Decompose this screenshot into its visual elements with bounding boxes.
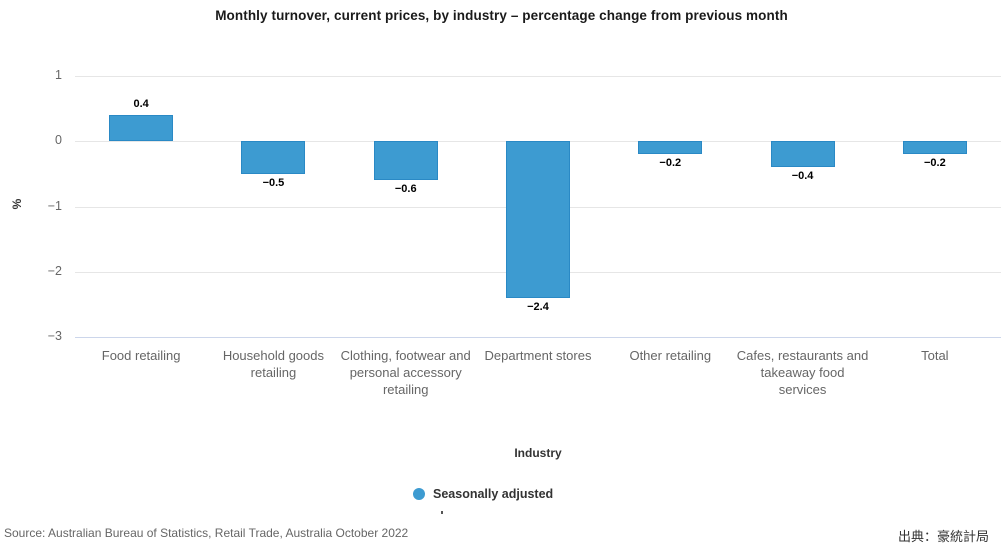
x-category-label: Department stores — [484, 348, 592, 363]
attribution-text: 出典：豪統計局 — [897, 529, 989, 544]
plot-area: 0.4 −0.5 −0.6 −2.4 −0.2 −0.4 −0.2 — [75, 76, 1001, 338]
y-tick-label: 0 — [55, 133, 62, 148]
bar-household-goods-retailing[interactable] — [241, 141, 306, 174]
bar-value-label: −0.2 — [923, 157, 946, 170]
bar-value-label: −2.4 — [527, 300, 549, 313]
bar-value-label: −0.5 — [262, 176, 285, 189]
bar-total[interactable] — [902, 141, 967, 155]
legend-marker-icon — [413, 488, 425, 500]
y-tick-label: −2 — [47, 263, 62, 278]
bar-value-label: −0.2 — [659, 157, 682, 170]
y-tick-label: 1 — [55, 68, 62, 82]
legend-caret-dot — [441, 511, 443, 514]
y-tick-label: −3 — [47, 329, 62, 343]
bar-department-stores[interactable] — [506, 141, 570, 298]
bar-value-label: −0.4 — [791, 170, 814, 183]
x-category-label: Clothing, footwear and personal accessor… — [340, 348, 471, 397]
x-category-label: Household goods retailing — [222, 348, 325, 380]
x-axis-title: Industry — [514, 446, 562, 460]
gridline-y-1 — [75, 76, 1001, 77]
source-text: Source: Australian Bureau of Statistics,… — [4, 526, 409, 540]
legend-label: Seasonally adjusted — [433, 487, 554, 501]
gridline-y--3 — [75, 337, 1001, 338]
y-tick-label: −1 — [47, 198, 62, 213]
bar-value-label: −0.6 — [394, 183, 417, 196]
x-category-label: Food retailing — [101, 348, 181, 363]
x-category-label: Total — [921, 348, 949, 363]
bar-value-label: 0.4 — [133, 98, 149, 111]
chart-title: Monthly turnover, current prices, by ind… — [215, 8, 788, 23]
bar-other-retailing[interactable] — [638, 141, 703, 155]
legend-item-seasonally-adjusted[interactable]: Seasonally adjusted — [413, 486, 553, 502]
x-category-label: Cafes, restaurants and takeaway food ser… — [736, 348, 869, 397]
bar-cafes[interactable] — [770, 141, 835, 168]
x-category-label: Other retailing — [629, 348, 712, 363]
x-axis-category-labels: Food retailing Household goods retailing C… — [75, 347, 1001, 439]
bar-clothing[interactable] — [373, 141, 438, 181]
bar-food-retailing[interactable] — [109, 115, 174, 142]
